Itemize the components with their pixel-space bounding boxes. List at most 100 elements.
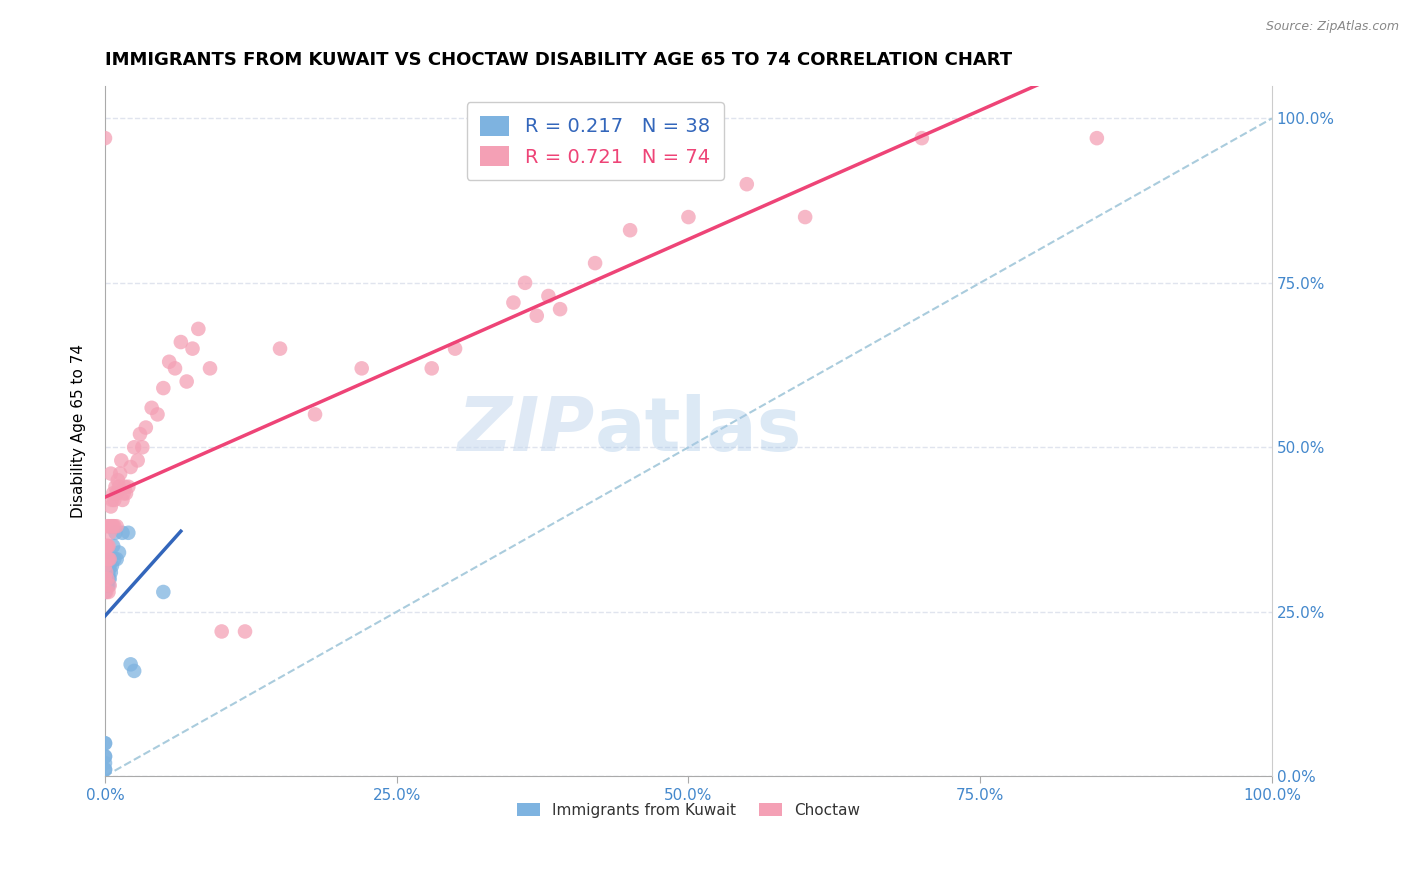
Point xyxy=(94,756,117,770)
Point xyxy=(101,539,124,553)
Point xyxy=(94,572,117,586)
Point xyxy=(97,519,120,533)
Point xyxy=(794,210,817,224)
Point xyxy=(115,486,138,500)
Point xyxy=(94,566,117,580)
Point xyxy=(94,578,117,592)
Point xyxy=(108,545,131,559)
Point xyxy=(526,309,548,323)
Point xyxy=(94,131,117,145)
Point xyxy=(96,578,118,592)
Point xyxy=(152,381,174,395)
Point xyxy=(163,361,186,376)
Point xyxy=(100,500,122,514)
Point xyxy=(94,566,117,580)
Point xyxy=(98,552,121,566)
Point xyxy=(108,480,131,494)
Text: IMMIGRANTS FROM KUWAIT VS CHOCTAW DISABILITY AGE 65 TO 74 CORRELATION CHART: IMMIGRANTS FROM KUWAIT VS CHOCTAW DISABI… xyxy=(105,51,1012,69)
Point xyxy=(103,552,125,566)
Point xyxy=(94,763,117,777)
Point xyxy=(96,585,118,599)
Point xyxy=(94,585,117,599)
Point xyxy=(105,486,128,500)
Point xyxy=(103,519,125,533)
Point xyxy=(141,401,163,415)
Point xyxy=(269,342,291,356)
Point xyxy=(152,585,174,599)
Point xyxy=(619,223,641,237)
Point xyxy=(111,492,134,507)
Point xyxy=(98,572,121,586)
Point xyxy=(114,480,136,494)
Point xyxy=(350,361,373,376)
Point xyxy=(97,578,120,592)
Point xyxy=(146,408,169,422)
Point xyxy=(735,177,758,191)
Point xyxy=(100,519,122,533)
Point xyxy=(97,566,120,580)
Point xyxy=(96,566,118,580)
Point xyxy=(198,361,221,376)
Point xyxy=(94,572,117,586)
Point xyxy=(98,525,121,540)
Point xyxy=(94,539,117,553)
Point xyxy=(96,566,118,580)
Point xyxy=(98,558,121,573)
Point xyxy=(103,492,125,507)
Point xyxy=(96,572,118,586)
Point xyxy=(94,566,117,580)
Point xyxy=(96,539,118,553)
Point xyxy=(537,289,560,303)
Point xyxy=(583,256,606,270)
Y-axis label: Disability Age 65 to 74: Disability Age 65 to 74 xyxy=(72,343,86,518)
Point xyxy=(101,519,124,533)
Point xyxy=(104,525,127,540)
Point xyxy=(104,480,127,494)
Point xyxy=(94,749,117,764)
Point xyxy=(94,763,117,777)
Legend: Immigrants from Kuwait, Choctaw: Immigrants from Kuwait, Choctaw xyxy=(510,797,866,824)
Point xyxy=(117,525,139,540)
Text: atlas: atlas xyxy=(595,394,803,467)
Point xyxy=(100,566,122,580)
Point xyxy=(122,664,145,678)
Point xyxy=(502,295,524,310)
Point xyxy=(304,408,326,422)
Point xyxy=(129,427,152,442)
Text: ZIP: ZIP xyxy=(458,394,595,467)
Point xyxy=(96,519,118,533)
Point xyxy=(101,519,124,533)
Point xyxy=(120,460,142,475)
Point xyxy=(97,558,120,573)
Point xyxy=(94,572,117,586)
Point xyxy=(97,552,120,566)
Point xyxy=(105,519,128,533)
Point xyxy=(135,420,157,434)
Point xyxy=(911,131,934,145)
Point xyxy=(120,657,142,672)
Point xyxy=(94,736,117,750)
Point xyxy=(187,322,209,336)
Text: Source: ZipAtlas.com: Source: ZipAtlas.com xyxy=(1265,20,1399,33)
Point xyxy=(131,440,153,454)
Point xyxy=(211,624,233,639)
Point xyxy=(108,467,131,481)
Point xyxy=(97,539,120,553)
Point xyxy=(94,558,117,573)
Point xyxy=(101,492,124,507)
Point xyxy=(122,440,145,454)
Point xyxy=(513,276,536,290)
Point xyxy=(678,210,700,224)
Point xyxy=(94,749,117,764)
Point xyxy=(444,342,467,356)
Point xyxy=(94,552,117,566)
Point xyxy=(101,558,124,573)
Point xyxy=(233,624,256,639)
Point xyxy=(101,486,124,500)
Point xyxy=(97,572,120,586)
Point xyxy=(112,486,135,500)
Point xyxy=(105,552,128,566)
Point xyxy=(96,552,118,566)
Point xyxy=(420,361,443,376)
Point xyxy=(181,342,204,356)
